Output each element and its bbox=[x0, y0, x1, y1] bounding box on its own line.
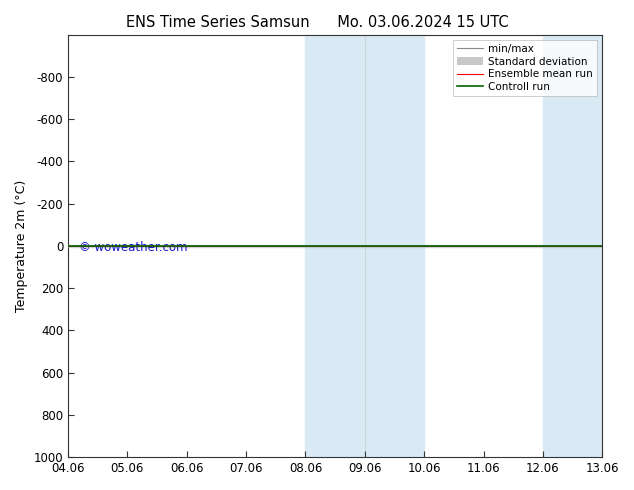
Text: ENS Time Series Samsun      Mo. 03.06.2024 15 UTC: ENS Time Series Samsun Mo. 03.06.2024 15… bbox=[126, 15, 508, 30]
Legend: min/max, Standard deviation, Ensemble mean run, Controll run: min/max, Standard deviation, Ensemble me… bbox=[453, 40, 597, 96]
Bar bbox=[306, 35, 424, 457]
Text: © woweather.com: © woweather.com bbox=[79, 242, 187, 254]
Bar bbox=[543, 35, 602, 457]
Y-axis label: Temperature 2m (°C): Temperature 2m (°C) bbox=[15, 180, 28, 312]
